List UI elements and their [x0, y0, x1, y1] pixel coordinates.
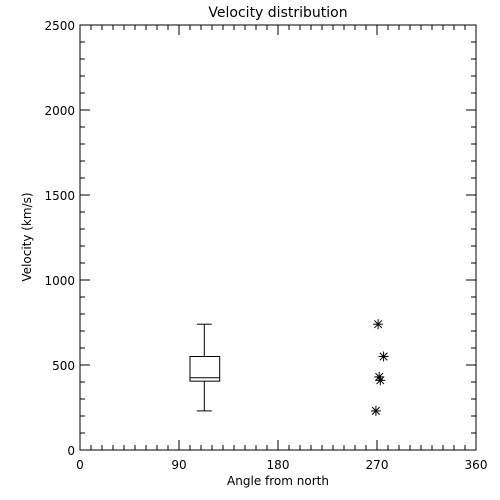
data-point-star — [378, 351, 389, 362]
x-tick-label: 270 — [366, 458, 389, 472]
y-tick-label: 1500 — [44, 189, 75, 203]
chart-title: Velocity distribution — [208, 5, 347, 21]
star-stroke — [373, 320, 383, 329]
tick-labels: 0 90 180 270 360 0 500 1000 1500 2000 2500 — [44, 19, 487, 472]
x-tick-label: 360 — [465, 458, 488, 472]
data-point-star — [373, 319, 384, 330]
box-iqr — [189, 356, 221, 382]
data-point-star — [375, 375, 386, 386]
y-tick-label: 500 — [52, 359, 75, 373]
star-stroke — [376, 376, 385, 385]
plot-frame — [79, 24, 477, 451]
plot-marks — [189, 319, 389, 416]
y-tick-label: 0 — [67, 444, 75, 458]
x-tick-label: 0 — [76, 458, 84, 472]
y-tick-label: 2500 — [44, 19, 75, 33]
star-stroke — [375, 372, 384, 382]
data-point-star — [370, 405, 381, 416]
x-tick-label: 90 — [171, 458, 186, 472]
y-tick-label: 2000 — [44, 104, 75, 118]
axis-ticks — [79, 24, 477, 451]
x-tick-label: 180 — [267, 458, 290, 472]
star-stroke — [371, 406, 381, 416]
y-axis-label: Velocity (km/s) — [20, 192, 34, 281]
star-stroke — [379, 352, 388, 361]
x-axis-label: Angle from north — [227, 474, 329, 488]
y-tick-label: 1000 — [44, 274, 75, 288]
